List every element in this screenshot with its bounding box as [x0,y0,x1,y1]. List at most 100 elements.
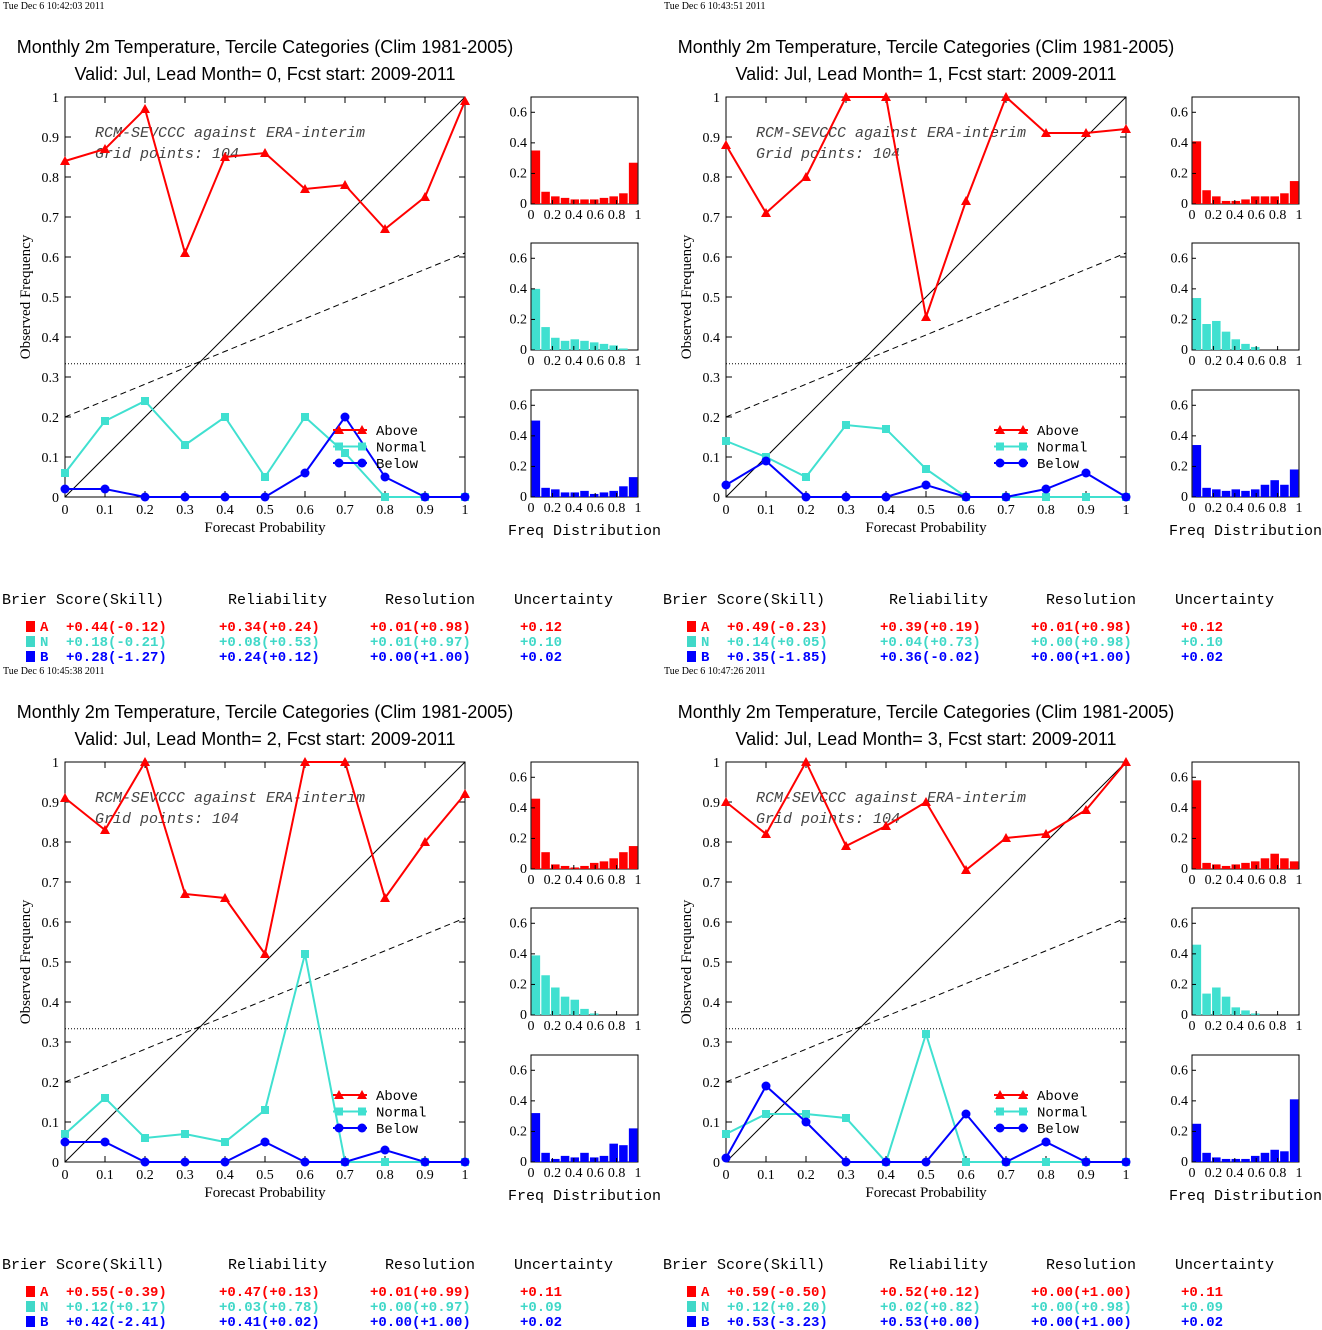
x-tick-label: 0.3 [837,503,855,518]
score-reliability: +0.41(+0.02) [219,1315,320,1330]
histogram-bar [1202,993,1211,1015]
hist-x-tick-label: 0.4 [565,354,583,369]
y-tick-label: 0.5 [42,956,60,971]
x-tick-label: 0 [62,503,69,518]
histogram-bar [1202,487,1211,497]
hist-y-tick-label: 0.4 [510,947,528,962]
y-tick-label: 1 [713,756,720,771]
y-tick-label: 0.3 [42,371,60,386]
histogram-frame [1191,389,1300,498]
y-tick-label: 1 [52,756,59,771]
data-point-above [460,96,470,105]
data-point-below [881,1157,891,1167]
data-point-above [841,841,851,850]
hist-x-tick-label: 0.6 [586,1166,604,1181]
x-tick-label: 0.2 [797,1168,815,1183]
histogram-bar [628,1128,638,1162]
histogram-bar [1260,1152,1270,1162]
histogram-bar [560,340,570,350]
x-tick-label: 1 [1123,503,1130,518]
data-point-above [260,148,270,157]
histogram-bar [609,490,618,497]
hist-y-tick-label: 0 [520,1008,527,1023]
annotation-line-1: RCM-SEVCCC against ERA-interim [95,790,365,807]
histogram-bar [1231,1158,1241,1162]
annotation-line-2: Grid points: 104 [756,146,900,163]
data-point-above [100,144,110,153]
histogram-bar [1270,853,1279,869]
y-tick-label: 0.4 [703,996,721,1011]
series-above [60,96,470,257]
no-skill-line [725,917,1127,1083]
legend-marker-above [995,1090,1005,1099]
data-point-below [801,1117,811,1127]
histogram-bar [1192,141,1202,204]
y-tick-label: 0.9 [703,796,721,811]
data-point-below [460,492,470,502]
x-tick-label: 0.5 [917,1168,935,1183]
score-reliability: +0.52(+0.12) [880,1285,981,1301]
score-table: Brier Score(Skill) Reliability Resolution U… [2,1257,613,1330]
score-uncertainty: +0.11 [520,1285,562,1301]
data-point-normal [922,1030,930,1038]
score-header: Uncertainty [1175,1257,1274,1274]
hist-x-tick-label: 0.4 [1226,1166,1244,1181]
y-tick-label: 0.5 [703,291,721,306]
hist-y-tick-label: 0.2 [1171,1124,1189,1139]
chart-panel-lead-2: Tue Dec 6 10:45:38 2011 Monthly 2m Temper… [2,666,661,1330]
hist-y-tick-label: 0.6 [1171,398,1189,413]
data-point-below [380,1145,390,1155]
y-tick-label: 0.6 [703,251,721,266]
perfect-reliability-line [64,761,466,1163]
legend-marker-below [995,458,1005,468]
x-tick-label: 0.1 [757,503,775,518]
histogram-axis-label: Freq Distribution [508,1188,661,1205]
hist-y-tick-label: 0 [520,197,527,212]
y-tick-label: 0 [52,1156,59,1171]
score-table: Brier Score(Skill) Reliability Resolution U… [2,592,613,666]
score-brier: +0.18(-0.21) [66,635,167,651]
score-brier: +0.28(-1.27) [66,650,167,666]
data-point-above [1001,92,1011,101]
histogram-bar [619,348,628,350]
hist-x-tick-label: 0.8 [1269,501,1287,516]
hist-x-tick-label: 0.6 [1247,208,1265,223]
hist-x-tick-label: 1 [1296,873,1303,888]
data-point-below [340,1157,350,1167]
hist-x-tick-label: 0.8 [1269,1166,1287,1181]
data-point-normal [381,1158,389,1166]
y-tick-label: 0.4 [703,331,721,346]
x-axis-label: Forecast Probability [204,1185,326,1201]
score-header: Reliability [889,1257,988,1274]
histogram-bar [599,197,609,204]
histogram-bar [1231,339,1241,350]
hist-x-tick-label: 0 [1189,1019,1196,1034]
perfect-reliability-line [725,761,1127,1163]
data-point-above [921,797,931,806]
histogram-frame [1191,1054,1300,1163]
data-point-normal [842,1114,850,1122]
score-header: Resolution [1046,592,1136,609]
y-tick-label: 0.6 [42,251,60,266]
hist-x-tick-label: 0.4 [565,208,583,223]
histogram-bar [560,865,570,869]
hist-x-tick-label: 1 [1296,354,1303,369]
y-tick-label: 0.7 [42,876,60,891]
hist-y-tick-label: 0.2 [1171,831,1189,846]
hist-x-tick-label: 0.4 [565,1019,583,1034]
histogram-bar [541,487,550,497]
hist-y-tick-label: 0.6 [1171,251,1189,266]
data-point-below [460,1157,470,1167]
legend-marker-below [1018,458,1028,468]
histogram-bar [1270,196,1279,204]
series-above [60,757,470,958]
x-tick-label: 0.9 [416,1168,434,1183]
histogram-bar [1241,490,1250,497]
annotation-line-1: RCM-SEVCCC against ERA-interim [756,125,1026,142]
histogram-axis-label: Freq Distribution [508,523,661,540]
legend-marker-above [334,425,344,434]
data-point-normal [101,1094,109,1102]
